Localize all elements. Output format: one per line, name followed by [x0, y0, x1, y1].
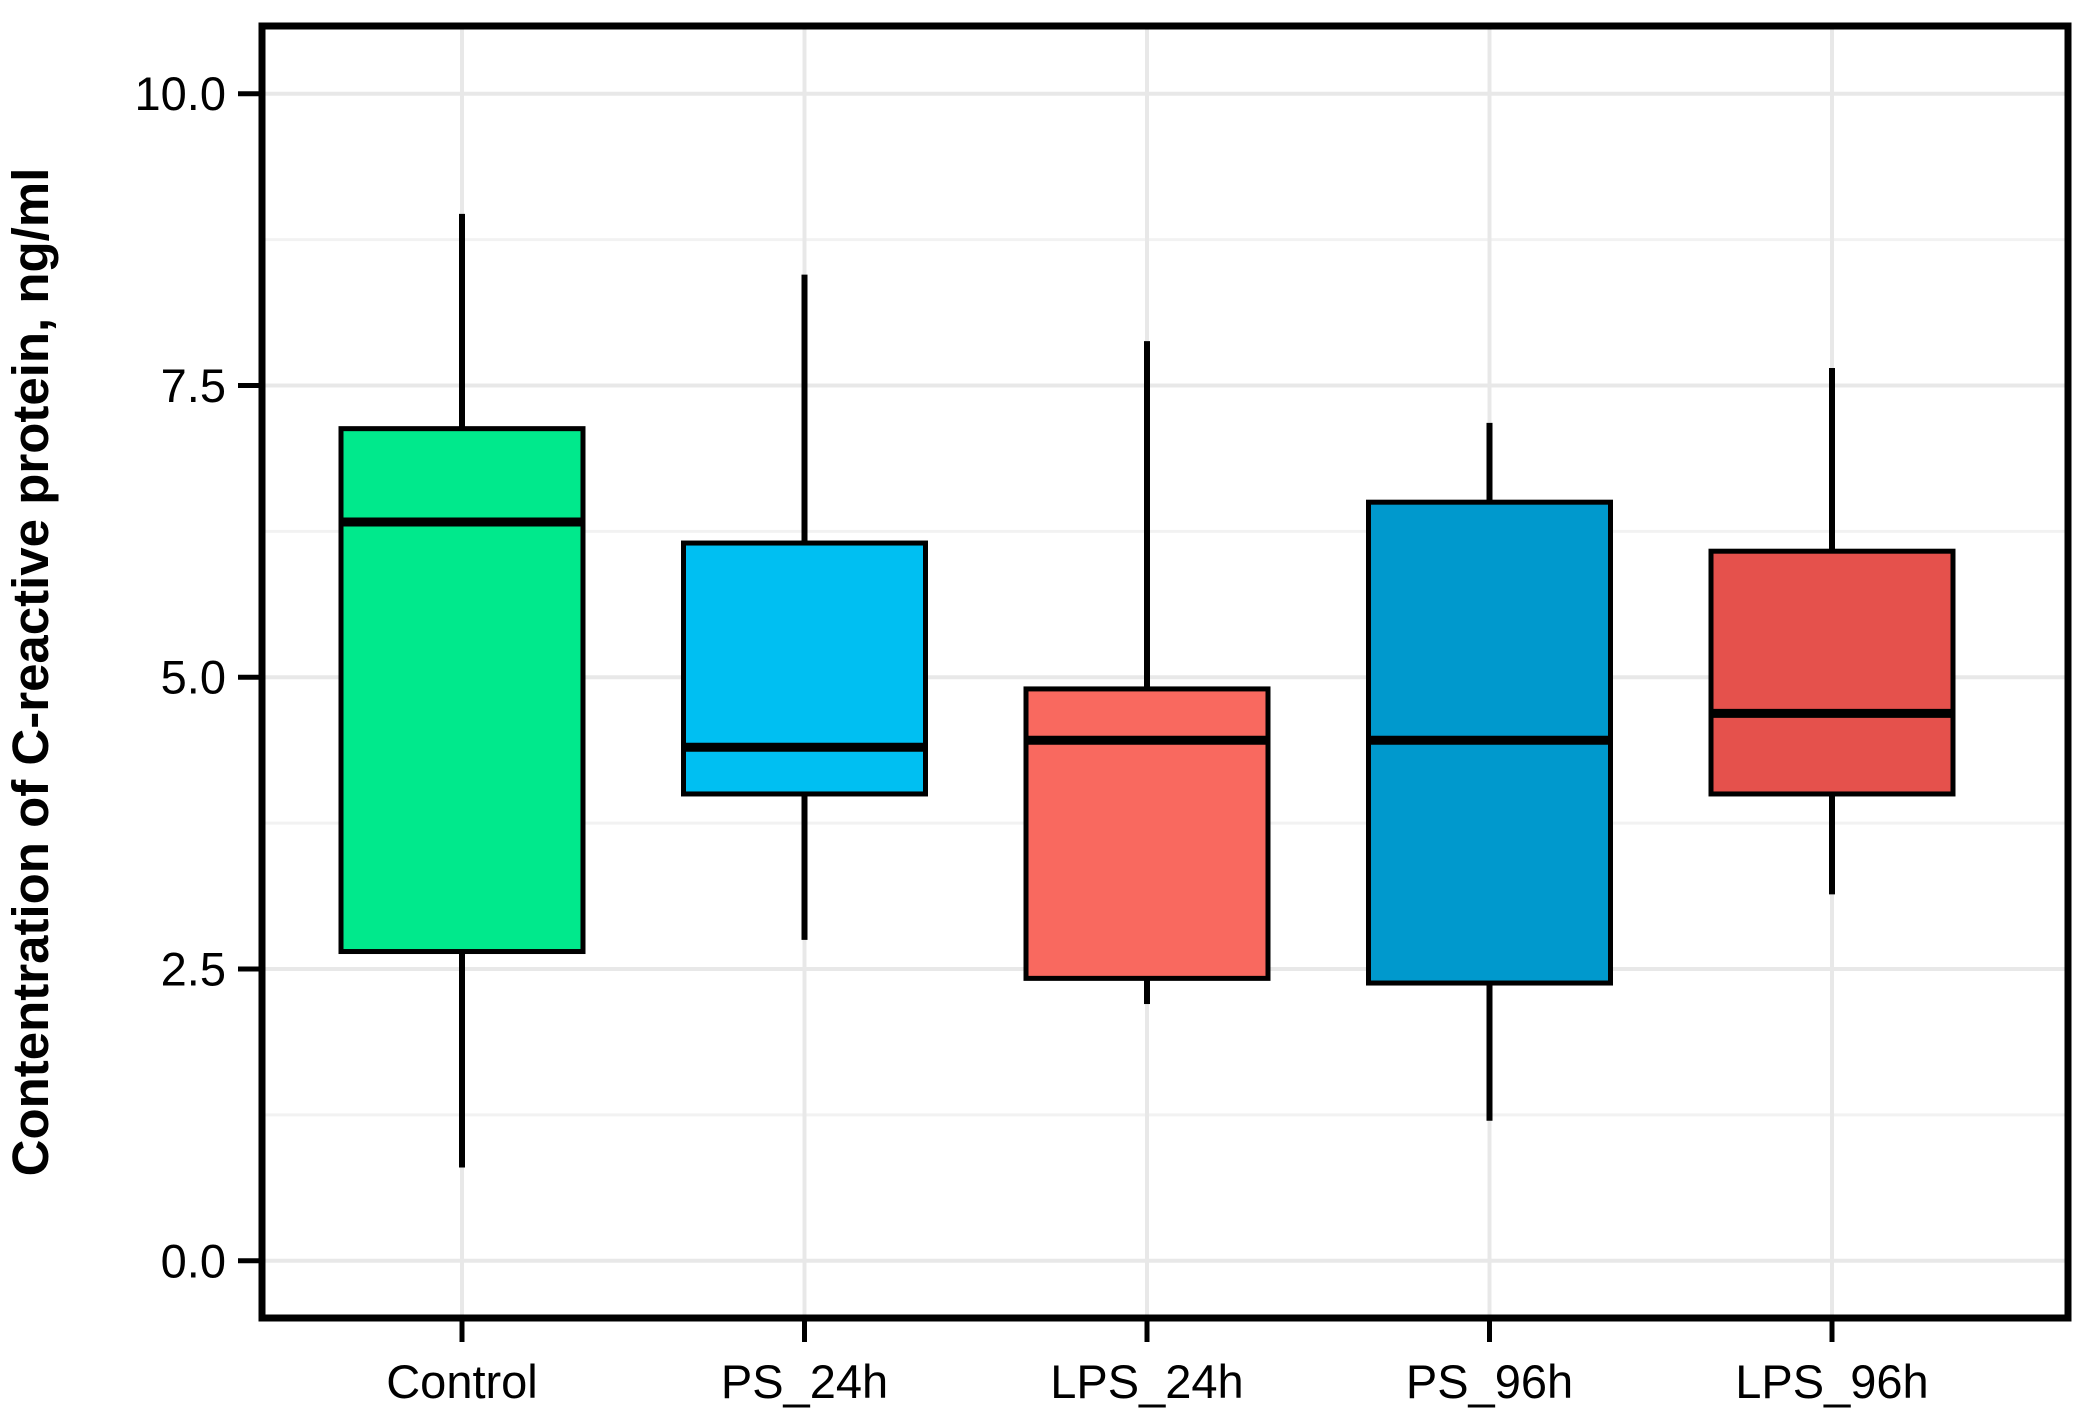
- y-tick-label: 7.5: [161, 359, 226, 412]
- x-tick-label: LPS_96h: [1735, 1355, 1928, 1408]
- y-axis-title: Contentration of C-reactive protein, ng/…: [2, 168, 59, 1177]
- x-tick-label: LPS_24h: [1050, 1355, 1243, 1408]
- iqr-box: [1708, 548, 1956, 797]
- box-group-control: [338, 213, 586, 1168]
- x-tick-label: PS_24h: [721, 1355, 888, 1408]
- iqr-box: [681, 540, 928, 797]
- panel-border: [258, 22, 2072, 1322]
- box-group-ps_96h: [1366, 422, 1613, 1121]
- y-tick-label: 0.0: [161, 1234, 226, 1287]
- y-tick-label: 5.0: [161, 651, 226, 704]
- y-tick-label: 10.0: [135, 67, 226, 120]
- x-tick-label: PS_96h: [1406, 1355, 1573, 1408]
- x-tick-label: Control: [386, 1355, 538, 1408]
- box-group-lps_96h: [1708, 367, 1956, 895]
- axis-tick-labels: 0.0 2.5 5.0 7.5 10.0 Control PS_24h LPS_24h PS_9…: [135, 67, 1929, 1408]
- y-tick-label: 2.5: [161, 942, 226, 995]
- box-group-lps_24h: [1023, 341, 1271, 1005]
- box-group-ps_24h: [681, 274, 928, 940]
- axis-ticks: [238, 91, 1835, 1342]
- iqr-box: [1023, 686, 1271, 981]
- boxes: [338, 213, 1956, 1168]
- iqr-box: [338, 426, 586, 955]
